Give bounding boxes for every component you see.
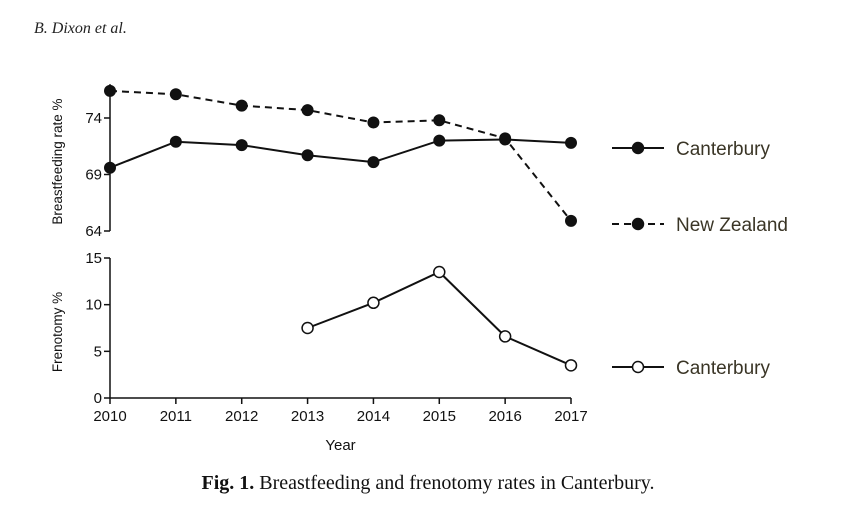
legend-label-canterbury: Canterbury: [676, 139, 770, 160]
caption-text: Breastfeeding and frenotomy rates in Can…: [259, 472, 655, 494]
data-point-canterbury: [104, 161, 116, 174]
legend-marker-canterbury: [631, 141, 645, 155]
x-axis-title: Year: [325, 437, 355, 454]
author-header: B. Dixon et al.: [34, 20, 127, 37]
legend-marker-canterbury: [631, 360, 645, 374]
legend-marker-new-zealand: [631, 217, 645, 231]
bottom-y-axis-title: Frenotomy %: [50, 292, 65, 372]
data-point-new-zealand: [169, 88, 182, 101]
legend-label-new-zealand: New Zealand: [676, 215, 788, 236]
data-point-frenotomy-canterbury: [498, 330, 512, 343]
legend-label-canterbury: Canterbury: [676, 358, 770, 379]
x-tick-label: 2016: [488, 408, 521, 425]
caption-label: Fig. 1.: [201, 472, 255, 494]
data-point-canterbury: [433, 134, 446, 147]
data-point-canterbury: [169, 135, 182, 148]
data-point-new-zealand: [104, 84, 116, 97]
marks-group: [104, 84, 578, 372]
series-line-new-zealand: [109, 89, 572, 222]
bottom-y-tick-label: 0: [94, 390, 102, 407]
x-tick-label: 2011: [160, 408, 192, 425]
top-y-tick-label: 64: [85, 223, 102, 240]
x-tick-label: 2012: [225, 408, 258, 425]
x-tick-label: 2017: [554, 408, 587, 425]
series-line-frenotomy-canterbury: [307, 270, 572, 367]
data-point-new-zealand: [301, 104, 314, 117]
x-tick-label: 2013: [291, 408, 324, 425]
series-line-canterbury: [109, 138, 572, 169]
bottom-y-tick-label: 10: [85, 297, 102, 314]
data-point-canterbury: [301, 149, 314, 162]
data-point-frenotomy-canterbury: [564, 359, 578, 372]
data-point-new-zealand: [433, 114, 446, 127]
top-y-axis-title: Breastfeeding rate %: [50, 99, 65, 225]
bottom-y-tick-label: 5: [94, 343, 102, 360]
figure-caption: Fig. 1. Breastfeeding and frenotomy rate…: [0, 472, 856, 495]
axes-group: 64 69 74 Breastfeeding rate % 0 5 10 15 Frenotom…: [50, 84, 588, 454]
figure-chart: 64 69 74 Breastfeeding rate % 0 5 10 15 Frenotom…: [50, 84, 788, 454]
top-y-tick-label: 74: [85, 110, 102, 127]
data-point-canterbury: [367, 156, 380, 169]
data-point-frenotomy-canterbury: [433, 265, 446, 279]
data-point-new-zealand: [367, 116, 380, 129]
legend-group: Canterbury New Zealand Canterbury: [612, 139, 788, 379]
top-y-tick-label: 69: [85, 167, 102, 184]
x-tick-label: 2015: [423, 408, 456, 425]
x-tick-label: 2010: [93, 408, 126, 425]
data-point-frenotomy-canterbury: [301, 321, 314, 335]
data-point-new-zealand: [565, 214, 577, 227]
data-point-new-zealand: [499, 132, 512, 145]
data-point-canterbury: [235, 139, 248, 152]
data-point-new-zealand: [235, 99, 248, 112]
data-point-frenotomy-canterbury: [367, 296, 380, 310]
bottom-y-tick-label: 15: [85, 250, 102, 267]
data-point-canterbury: [565, 136, 577, 149]
x-tick-label: 2014: [357, 408, 390, 425]
